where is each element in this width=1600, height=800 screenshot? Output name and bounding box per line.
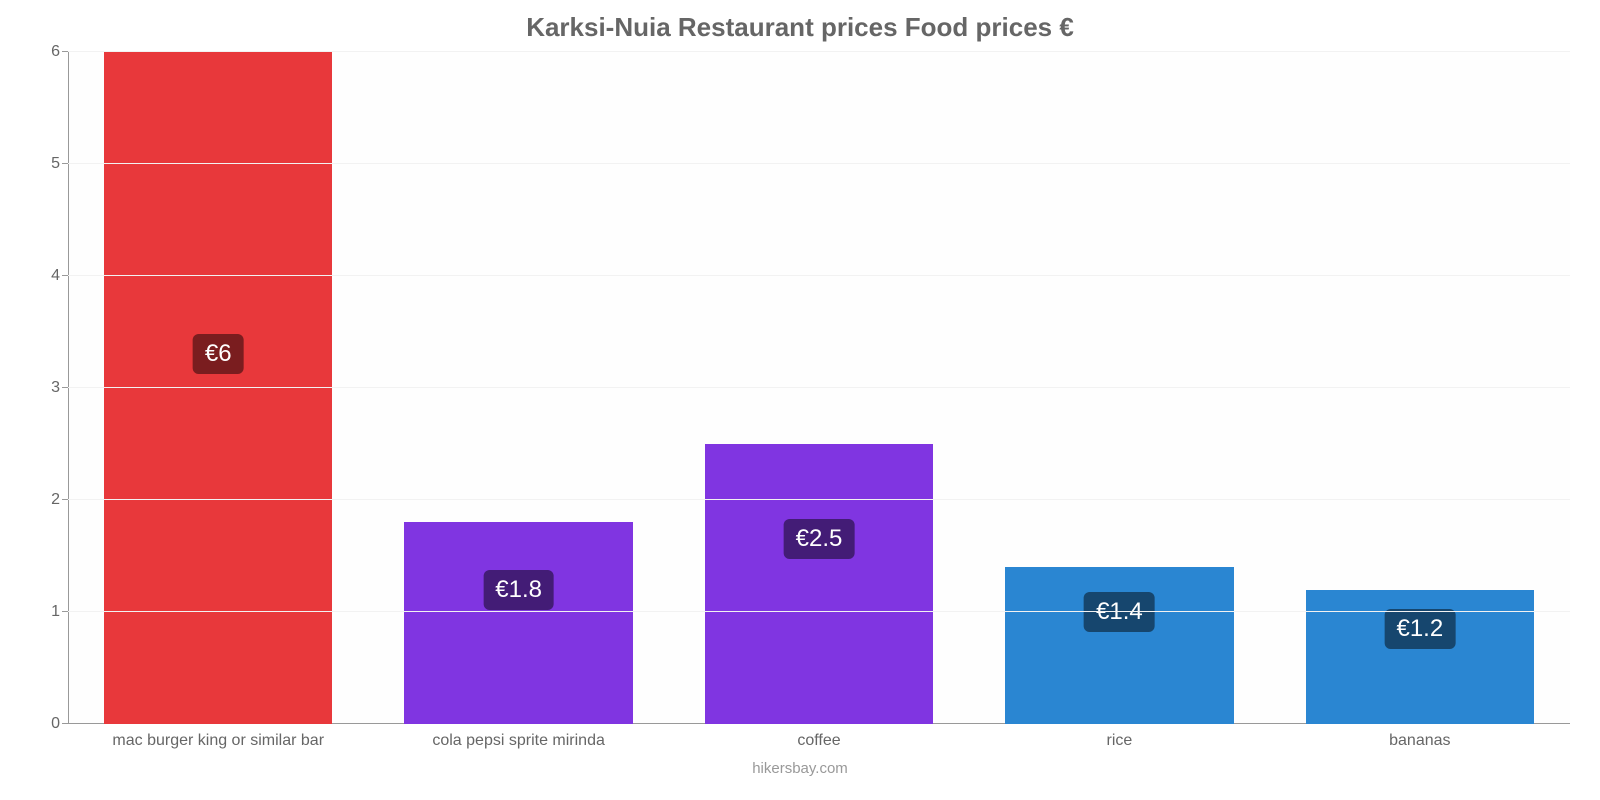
y-tick-label: 2	[51, 491, 60, 509]
bar-slot: €6	[68, 52, 368, 724]
value-label: €1.4	[1084, 592, 1155, 632]
y-tick-mark	[62, 387, 68, 388]
bar	[1005, 567, 1233, 724]
bar	[705, 444, 933, 724]
y-axis: 0123456	[30, 52, 68, 724]
y-tick-mark	[62, 275, 68, 276]
bar-slot: €1.4	[969, 52, 1269, 724]
value-label: €2.5	[784, 519, 855, 559]
x-axis-labels: mac burger king or similar barcola pepsi…	[68, 724, 1570, 760]
y-tick-mark	[62, 51, 68, 52]
x-tick-label: mac burger king or similar bar	[68, 724, 368, 760]
y-tick-label: 1	[51, 603, 60, 621]
chart-title: Karksi-Nuia Restaurant prices Food price…	[30, 0, 1570, 52]
x-tick-label: bananas	[1270, 724, 1570, 760]
y-tick-label: 3	[51, 379, 60, 397]
grid-line	[68, 499, 1570, 500]
y-tick-mark	[62, 723, 68, 724]
plot-area: €6 €1.8 €2.5 €1.4 €1.2	[68, 52, 1570, 724]
plot-row: 0123456 €6€1.8€2.5€1.4€1.2	[30, 52, 1570, 724]
value-label: €1.2	[1384, 609, 1455, 649]
bar-slot: €1.2	[1270, 52, 1570, 724]
y-tick-label: 4	[51, 267, 60, 285]
y-tick-label: 0	[51, 715, 60, 733]
bars-container: €6 €1.8 €2.5 €1.4 €1.2	[68, 52, 1570, 724]
chart-source: hikersbay.com	[30, 760, 1570, 784]
x-tick-label: coffee	[669, 724, 969, 760]
grid-line	[68, 275, 1570, 276]
grid-line	[68, 387, 1570, 388]
price-chart: Karksi-Nuia Restaurant prices Food price…	[0, 0, 1600, 800]
value-label: €6	[193, 334, 244, 374]
y-tick-mark	[62, 163, 68, 164]
grid-line	[68, 611, 1570, 612]
bar-slot: €2.5	[669, 52, 969, 724]
grid-line	[68, 163, 1570, 164]
bar	[104, 52, 332, 724]
y-tick-label: 5	[51, 155, 60, 173]
bar	[404, 522, 632, 724]
bar-slot: €1.8	[368, 52, 668, 724]
value-label: €1.8	[483, 570, 554, 610]
y-tick-label: 6	[51, 43, 60, 61]
y-tick-mark	[62, 499, 68, 500]
x-tick-label: cola pepsi sprite mirinda	[368, 724, 668, 760]
y-tick-mark	[62, 611, 68, 612]
grid-line	[68, 51, 1570, 52]
x-tick-label: rice	[969, 724, 1269, 760]
